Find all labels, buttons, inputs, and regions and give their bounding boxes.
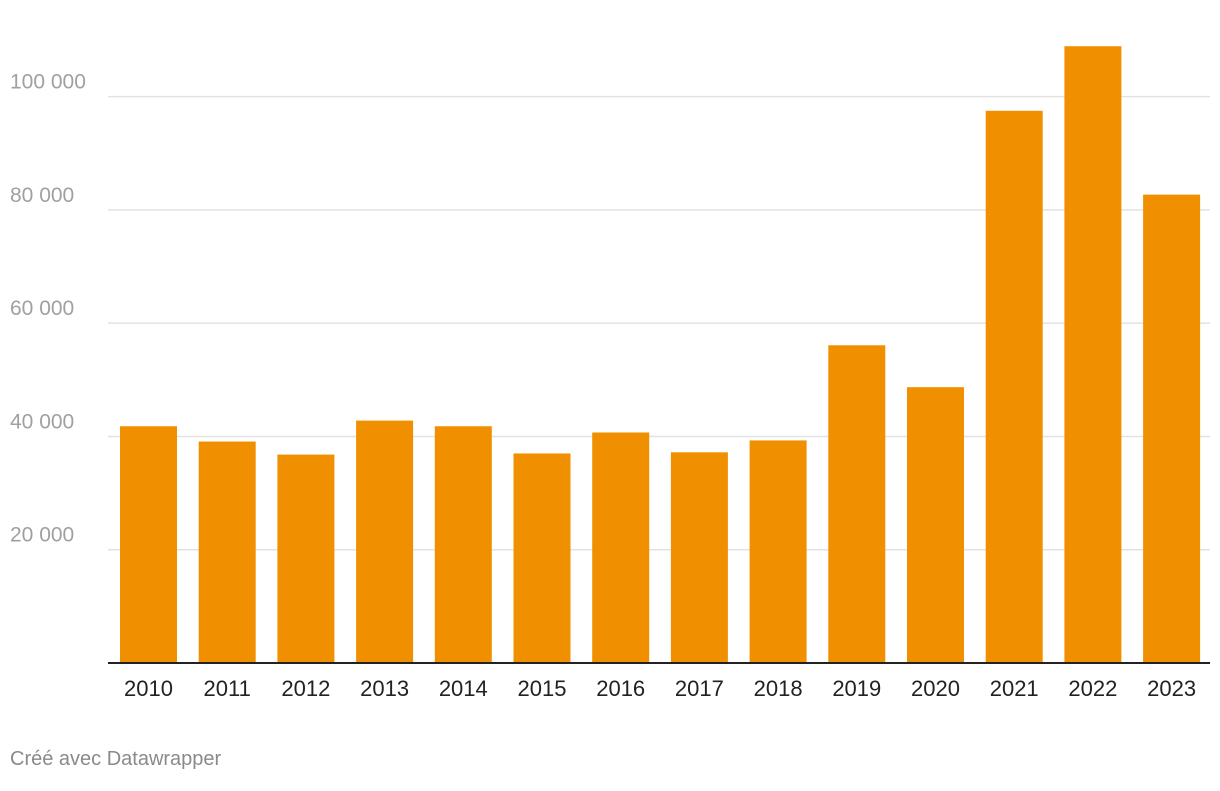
bar-2018 bbox=[749, 440, 807, 663]
bar-2011 bbox=[198, 441, 256, 663]
x-tick-label: 2018 bbox=[754, 676, 803, 701]
x-tick-label: 2010 bbox=[124, 676, 173, 701]
bars bbox=[120, 46, 1201, 664]
x-tick-label: 2012 bbox=[281, 676, 330, 701]
bar-2021 bbox=[985, 110, 1043, 663]
x-tick-label: 2013 bbox=[360, 676, 409, 701]
y-tick-label: 80 000 bbox=[10, 184, 74, 207]
bar-2017 bbox=[670, 452, 728, 663]
bar-2010 bbox=[120, 426, 177, 663]
x-tick-label: 2017 bbox=[675, 676, 724, 701]
bar-2014 bbox=[434, 426, 492, 663]
x-tick-label: 2020 bbox=[911, 676, 960, 701]
x-tick-label: 2015 bbox=[518, 676, 567, 701]
credit-text: Créé avec Datawrapper bbox=[10, 748, 222, 770]
bar-2022 bbox=[1064, 46, 1122, 664]
x-tick-label: 2011 bbox=[204, 676, 251, 701]
y-tick-label: 100 000 bbox=[10, 71, 86, 94]
x-tick-label: 2022 bbox=[1068, 676, 1117, 701]
bar-2016 bbox=[592, 432, 650, 663]
bar-2012 bbox=[277, 454, 335, 663]
x-tick-label: 2023 bbox=[1147, 676, 1196, 701]
y-tick-label: 20 000 bbox=[10, 524, 74, 547]
x-tick-label: 2019 bbox=[832, 676, 881, 701]
bar-2020 bbox=[907, 387, 964, 663]
y-tick-label: 40 000 bbox=[10, 410, 74, 433]
gridlines bbox=[108, 95, 1210, 551]
y-tick-label: 60 000 bbox=[10, 297, 74, 320]
bar-2015 bbox=[513, 453, 571, 663]
x-axis-category-labels: 2010 2011 2012 2013 2014 2015 2016 2017 2018 2019… bbox=[124, 676, 1196, 701]
x-tick-label: 2014 bbox=[439, 676, 488, 701]
bar-2019 bbox=[828, 345, 886, 663]
bar-2023 bbox=[1143, 194, 1201, 663]
x-tick-label: 2016 bbox=[596, 676, 645, 701]
bar-2013 bbox=[356, 420, 414, 663]
y-axis-tick-labels: 20 000 40 000 60 000 80 000 100 000 bbox=[10, 71, 86, 547]
x-tick-label: 2021 bbox=[990, 676, 1039, 701]
